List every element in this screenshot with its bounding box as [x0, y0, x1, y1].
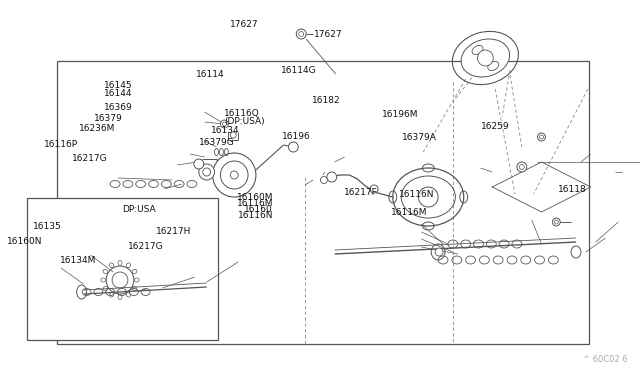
Circle shape: [106, 266, 134, 294]
Circle shape: [223, 122, 227, 126]
Text: 16196M: 16196M: [381, 110, 418, 119]
Text: (DP:USA): (DP:USA): [224, 117, 264, 126]
Text: 16135: 16135: [33, 222, 61, 231]
Text: DP:USA: DP:USA: [122, 205, 156, 214]
Text: 16379G: 16379G: [199, 138, 234, 147]
Text: 16379: 16379: [95, 114, 123, 123]
Circle shape: [519, 164, 524, 170]
Text: 16217G: 16217G: [128, 242, 164, 251]
Text: 16116N: 16116N: [399, 190, 435, 199]
Text: 16236M: 16236M: [79, 124, 116, 133]
Text: 16217H: 16217H: [156, 227, 191, 236]
Circle shape: [370, 185, 378, 193]
Text: 16114G: 16114G: [281, 66, 316, 75]
Circle shape: [419, 187, 438, 207]
Circle shape: [199, 164, 214, 180]
Text: 17627: 17627: [230, 20, 259, 29]
Text: 16160: 16160: [244, 205, 273, 214]
Text: 16369: 16369: [104, 103, 132, 112]
Circle shape: [194, 159, 204, 169]
Text: 16134: 16134: [211, 126, 240, 135]
Text: 16196: 16196: [282, 132, 311, 141]
Circle shape: [296, 29, 306, 39]
Text: 16145: 16145: [104, 81, 132, 90]
Circle shape: [538, 133, 545, 141]
Circle shape: [299, 32, 304, 36]
Circle shape: [435, 248, 443, 256]
Text: 16116M: 16116M: [237, 199, 273, 208]
Bar: [57, 61, 589, 344]
Text: 16134M: 16134M: [60, 256, 97, 265]
Text: 16114: 16114: [196, 70, 224, 79]
Circle shape: [220, 161, 248, 189]
Circle shape: [517, 162, 527, 172]
Text: 16116Q: 16116Q: [224, 109, 260, 118]
Circle shape: [230, 132, 236, 138]
Circle shape: [230, 171, 238, 179]
Text: 16116P: 16116P: [44, 140, 78, 149]
Text: 16182: 16182: [312, 96, 341, 105]
Text: ^ 60C02 6: ^ 60C02 6: [582, 355, 627, 364]
Text: 16217F: 16217F: [344, 188, 378, 197]
Circle shape: [112, 272, 128, 288]
Text: 16217G: 16217G: [72, 154, 108, 163]
Text: 16118: 16118: [558, 185, 587, 194]
Circle shape: [552, 218, 560, 226]
Circle shape: [321, 176, 327, 183]
Circle shape: [477, 50, 493, 66]
Text: 17627: 17627: [314, 29, 342, 38]
Text: 16144: 16144: [104, 89, 132, 98]
Circle shape: [540, 135, 543, 139]
Text: 16379A: 16379A: [402, 133, 436, 142]
Circle shape: [203, 168, 211, 176]
Ellipse shape: [461, 39, 509, 77]
Circle shape: [220, 120, 228, 128]
Circle shape: [289, 142, 298, 152]
Text: 16160M: 16160M: [237, 193, 273, 202]
Text: 16259: 16259: [481, 122, 510, 131]
Text: 16116M: 16116M: [391, 208, 428, 217]
Circle shape: [554, 220, 558, 224]
Circle shape: [212, 153, 256, 197]
Bar: [28, 198, 218, 340]
Text: 16160N: 16160N: [7, 237, 42, 246]
Text: 16116N: 16116N: [237, 211, 273, 220]
Circle shape: [327, 172, 337, 182]
